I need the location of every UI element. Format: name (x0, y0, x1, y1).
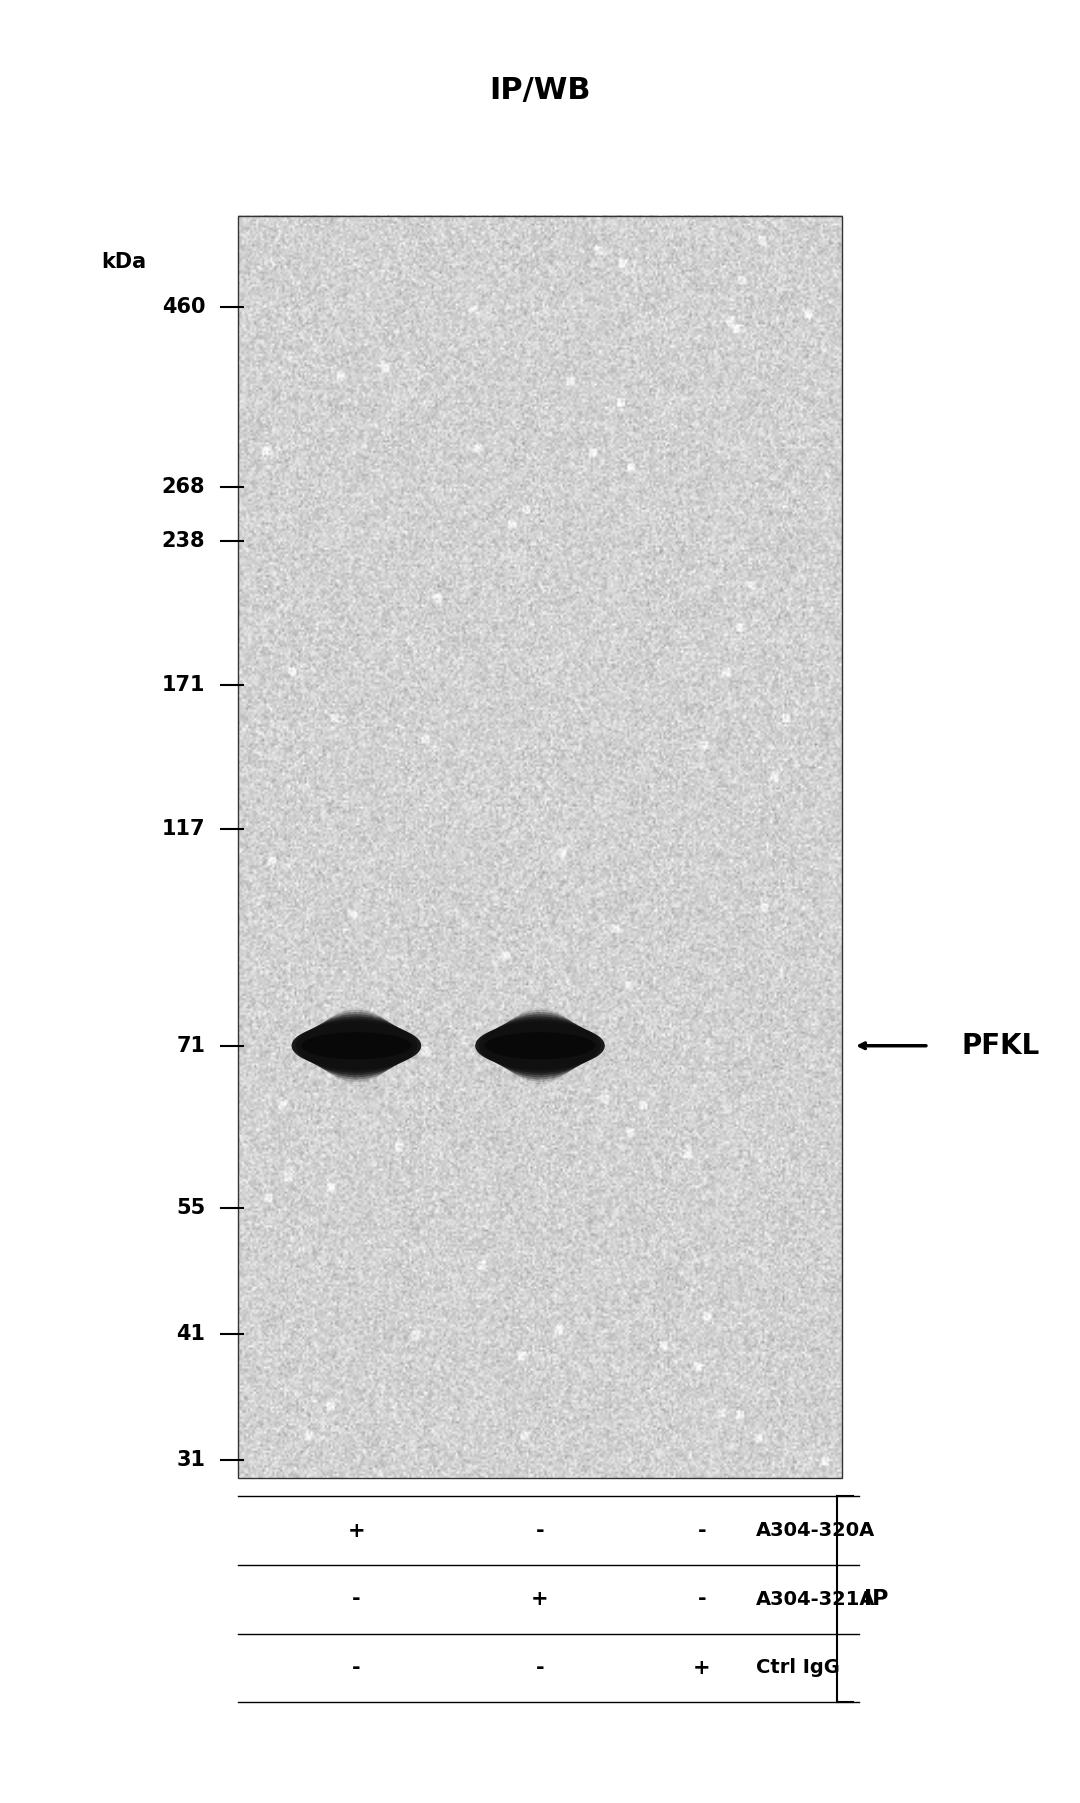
Ellipse shape (480, 1020, 600, 1071)
Ellipse shape (475, 1024, 605, 1067)
Bar (238, 216, 842, 1478)
Text: kDa: kDa (102, 252, 147, 272)
Text: 238: 238 (162, 530, 205, 552)
Text: -: - (352, 1657, 361, 1679)
Text: A304-321A: A304-321A (756, 1590, 876, 1608)
Ellipse shape (292, 1024, 421, 1067)
Text: -: - (698, 1520, 706, 1542)
Ellipse shape (485, 1031, 595, 1060)
Text: +: + (531, 1588, 549, 1610)
Ellipse shape (315, 1010, 397, 1082)
Text: IP/WB: IP/WB (489, 76, 591, 105)
Text: 460: 460 (162, 296, 205, 317)
Ellipse shape (303, 1017, 409, 1075)
Text: +: + (693, 1657, 711, 1679)
Text: +: + (348, 1520, 365, 1542)
Ellipse shape (495, 1011, 585, 1080)
Ellipse shape (483, 1019, 597, 1073)
Text: Ctrl IgG: Ctrl IgG (756, 1659, 840, 1677)
Text: IP: IP (864, 1588, 889, 1610)
Text: PFKL: PFKL (961, 1031, 1039, 1060)
Text: 117: 117 (162, 819, 205, 840)
Text: 31: 31 (176, 1450, 205, 1471)
Text: 55: 55 (176, 1197, 205, 1219)
Ellipse shape (502, 1008, 578, 1084)
Ellipse shape (301, 1031, 411, 1060)
Ellipse shape (307, 1013, 406, 1078)
Text: -: - (352, 1588, 361, 1610)
Ellipse shape (490, 1013, 590, 1078)
Text: -: - (536, 1520, 544, 1542)
Text: A304-320A: A304-320A (756, 1522, 875, 1540)
Ellipse shape (296, 1020, 417, 1071)
Text: 41: 41 (176, 1323, 205, 1345)
Text: 268: 268 (162, 476, 205, 498)
Text: -: - (698, 1588, 706, 1610)
Ellipse shape (319, 1008, 394, 1084)
Ellipse shape (499, 1010, 581, 1082)
Ellipse shape (311, 1011, 402, 1080)
Ellipse shape (487, 1017, 593, 1075)
Ellipse shape (299, 1019, 414, 1073)
Text: 171: 171 (162, 674, 205, 696)
Text: -: - (536, 1657, 544, 1679)
Text: 71: 71 (176, 1035, 205, 1057)
